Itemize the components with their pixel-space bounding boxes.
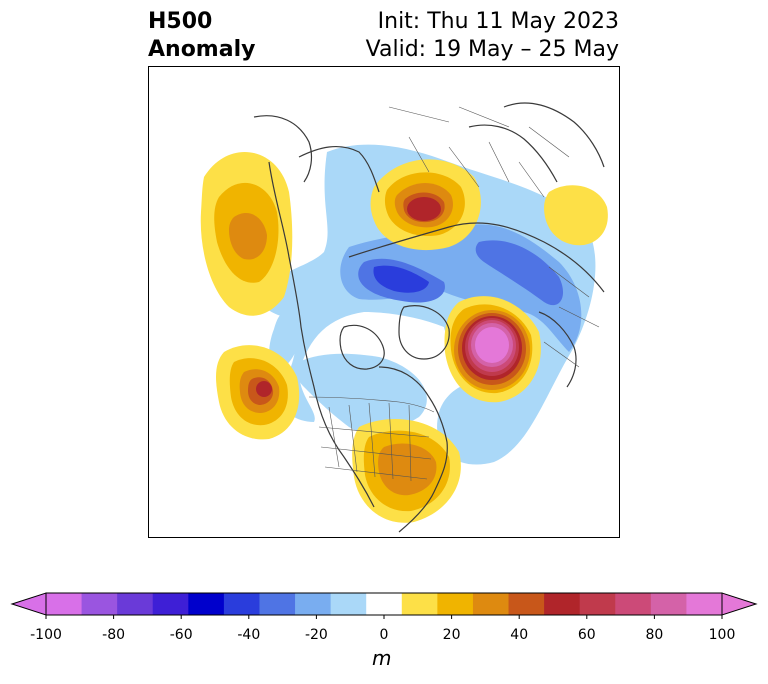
colorbar-tick-label: -40 <box>237 627 260 643</box>
colorbar-bin <box>401 593 438 615</box>
coast-far-east <box>503 102 605 168</box>
colorbar-bin <box>223 593 260 615</box>
colorbar-bin <box>615 593 652 615</box>
colorbar-extend-low <box>10 592 47 616</box>
positive-anomaly-pacific-max <box>256 381 272 397</box>
positive-anomaly-atlantic-max <box>475 327 509 363</box>
colorbar-bin <box>650 593 687 615</box>
border-us-states-1 <box>328 402 412 482</box>
positive-anomaly-siberia-max <box>407 197 441 221</box>
colorbar-tick-label: -80 <box>102 627 125 643</box>
colorbar-tick-label: 40 <box>510 627 528 643</box>
title-variable: H500 <box>148 9 213 34</box>
country-borders <box>308 106 600 482</box>
negative-anomaly-canada-south <box>295 353 427 435</box>
colorbar-bin <box>152 593 189 615</box>
border-us-canada <box>308 396 435 413</box>
colorbar-bins <box>10 592 758 616</box>
coast-europe <box>538 311 577 388</box>
colorbar-bin <box>46 593 83 615</box>
colorbar-extend-high <box>721 592 758 616</box>
colorbar-bin <box>437 593 474 615</box>
coastlines <box>253 102 605 533</box>
colorbar-bin <box>295 593 332 615</box>
colorbar: -100 -80 -60 -40 -20 0 20 40 60 80 100 <box>10 592 758 643</box>
title-left: H500 Anomaly <box>148 8 255 64</box>
coast-north-america-west <box>268 161 375 508</box>
colorbar-bin <box>508 593 545 615</box>
colorbar-bin <box>686 593 723 615</box>
colorbar-tick-label: 60 <box>578 627 596 643</box>
colorbar-tick-label: -100 <box>30 627 62 643</box>
positive-anomalies <box>200 151 608 523</box>
border-middle-east <box>543 266 600 368</box>
positive-anomaly-west-canada-core <box>229 213 267 260</box>
init-date: Init: Thu 11 May 2023 <box>377 9 619 34</box>
negative-anomaly-northwest <box>326 151 359 188</box>
coast-asia-east <box>298 146 380 193</box>
anomaly-map <box>148 66 620 538</box>
colorbar-bin <box>579 593 616 615</box>
negative-anomaly-hudson <box>373 265 429 293</box>
border-us-states-2 <box>318 426 432 480</box>
colorbar-ticks: -100 -80 -60 -40 -20 0 20 40 60 80 100 <box>30 615 735 643</box>
colorbar-bin <box>366 593 403 615</box>
colorbar-bin <box>117 593 154 615</box>
colorbar-tick-label: -60 <box>170 627 193 643</box>
coast-alaska <box>253 115 313 183</box>
coast-north-america-east <box>378 366 448 533</box>
coast-eurasia-inner <box>468 124 558 183</box>
valid-range: Valid: 19 May – 25 May <box>365 37 619 62</box>
coast-hudson-bay <box>339 324 385 370</box>
positive-anomaly-eastus-core <box>378 443 437 496</box>
colorbar-tick-label: -20 <box>305 627 328 643</box>
colorbar-tick-label: 80 <box>645 627 663 643</box>
colorbar-tick-label: 100 <box>709 627 736 643</box>
colorbar-bin <box>188 593 225 615</box>
negative-anomaly-asia-core <box>475 240 564 306</box>
coast-asia-north <box>348 222 605 293</box>
positive-anomaly-east-asia <box>544 185 608 246</box>
colorbar-bin <box>330 593 367 615</box>
colorbar-tick-label: 20 <box>443 627 461 643</box>
colorbar-bin <box>81 593 118 615</box>
colorbar-bin <box>544 593 581 615</box>
colorbar-bin <box>472 593 510 615</box>
title-type: Anomaly <box>148 37 256 62</box>
border-eurasia-1 <box>408 136 545 198</box>
colorbar-tick-label: 0 <box>380 627 389 643</box>
map-svg <box>149 67 619 537</box>
border-eurasia-2 <box>388 106 570 158</box>
coast-greenland <box>398 305 450 360</box>
colorbar-units: m <box>372 646 392 670</box>
title-right: Init: Thu 11 May 2023 Valid: 19 May – 25… <box>366 8 619 64</box>
colorbar-bin <box>259 593 296 615</box>
